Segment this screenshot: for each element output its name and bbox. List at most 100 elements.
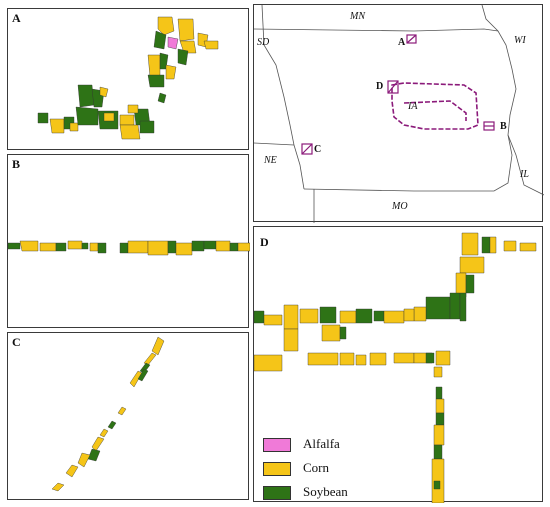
site-label-c: C	[314, 144, 322, 155]
field-corn	[103, 112, 115, 122]
state-border-west	[261, 5, 305, 190]
legend-item-alfalfa: Alfalfa	[263, 435, 373, 459]
field-soybean	[319, 306, 337, 324]
field-corn	[433, 366, 443, 378]
panel-a: A	[7, 8, 249, 150]
field-soybean	[433, 480, 441, 490]
field-soybean	[77, 84, 95, 108]
iowa-map	[254, 5, 544, 223]
state-label-ia: IA	[408, 101, 418, 112]
field-soybean	[139, 120, 155, 134]
field-corn	[215, 240, 231, 252]
field-corn	[339, 310, 357, 324]
panel-c-label: C	[12, 335, 21, 349]
state-border-ia-south	[303, 134, 513, 192]
field-soybean	[107, 420, 117, 430]
panel-b-label: B	[12, 157, 21, 171]
legend-item-soybean: Soybean	[263, 483, 373, 507]
field-soybean	[147, 74, 165, 88]
state-label-ne: NE	[264, 155, 277, 166]
overview-map-panel: MN SD WI IA NE IL MO A D B C	[253, 4, 544, 223]
field-corn	[89, 242, 99, 252]
state-label-wi: WI	[514, 35, 526, 46]
field-soybean	[355, 308, 373, 324]
field-corn	[119, 114, 135, 126]
field-soybean	[254, 310, 265, 324]
field-corn	[77, 452, 91, 468]
field-corn	[299, 308, 319, 324]
study-route-inner	[403, 100, 467, 121]
field-soybean	[433, 444, 443, 460]
field-soybean	[425, 296, 451, 320]
field-soybean	[97, 242, 107, 254]
field-soybean	[435, 386, 443, 400]
field-soybean	[177, 48, 189, 66]
field-corn	[383, 310, 405, 324]
state-border-mn-ia	[254, 28, 499, 32]
legend-swatch-corn	[263, 462, 291, 476]
legend-label-alfalfa: Alfalfa	[303, 436, 340, 451]
panel-a-label: A	[12, 11, 21, 25]
panel-d-label: D	[260, 235, 269, 249]
field-soybean	[81, 242, 89, 250]
field-corn	[19, 240, 39, 252]
field-corn	[461, 232, 479, 256]
field-soybean	[373, 310, 385, 322]
panel-d-fields	[254, 232, 537, 503]
field-corn	[151, 336, 165, 356]
field-corn	[435, 350, 451, 366]
state-border-wi	[481, 5, 517, 136]
field-soybean	[157, 92, 167, 104]
legend: Alfalfa Corn Soybean	[263, 435, 373, 507]
field-soybean	[167, 240, 177, 254]
field-corn	[435, 398, 445, 414]
field-soybean	[8, 242, 21, 250]
field-corn	[129, 370, 143, 388]
legend-item-corn: Corn	[263, 459, 373, 483]
field-corn	[393, 352, 415, 364]
field-soybean	[137, 368, 149, 382]
field-corn	[519, 242, 537, 252]
study-route	[391, 82, 479, 130]
site-label-b: B	[500, 121, 507, 132]
field-soybean	[191, 240, 205, 252]
field-soybean	[339, 326, 347, 340]
field-corn	[237, 242, 250, 252]
field-corn	[283, 304, 299, 330]
site-box-a	[406, 34, 417, 44]
site-box-d	[387, 80, 399, 94]
field-corn	[321, 324, 341, 342]
field-corn	[175, 242, 193, 256]
panel-d: D	[253, 226, 543, 503]
field-corn	[165, 64, 177, 80]
field-corn	[91, 436, 105, 452]
field-corn	[67, 240, 83, 250]
panel-b: B	[7, 154, 250, 328]
field-corn	[99, 428, 109, 438]
site-label-a: A	[398, 37, 406, 48]
legend-label-corn: Corn	[303, 460, 329, 475]
field-corn	[147, 240, 169, 256]
site-label-d: D	[376, 81, 384, 92]
field-corn	[283, 328, 299, 352]
field-corn	[147, 54, 161, 78]
field-corn	[177, 18, 195, 42]
field-soybean	[425, 352, 435, 364]
panel-a-fields	[37, 16, 219, 140]
field-corn	[254, 354, 283, 372]
field-corn	[203, 40, 219, 50]
legend-swatch-soybean	[263, 486, 291, 500]
state-label-sd: SD	[257, 37, 270, 48]
field-soybean	[55, 242, 67, 252]
field-soybean	[449, 292, 461, 320]
field-soybean	[119, 242, 129, 254]
field-corn	[459, 256, 485, 274]
field-corn	[65, 464, 79, 478]
field-corn	[369, 352, 387, 366]
field-corn	[69, 122, 79, 132]
field-soybean	[481, 236, 491, 254]
panel-c: C	[7, 332, 249, 500]
state-border-ne-ia-lower	[254, 142, 295, 146]
field-corn	[433, 424, 445, 446]
legend-swatch-alfalfa	[263, 438, 291, 452]
